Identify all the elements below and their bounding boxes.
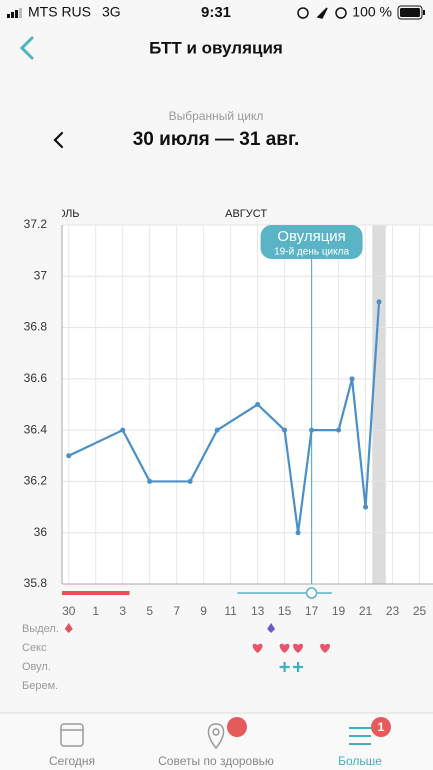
- x-tick-label: 30: [62, 604, 76, 618]
- temperature-point: [214, 427, 220, 433]
- x-tick-label: 5: [146, 604, 153, 618]
- plus-icon: [293, 662, 304, 672]
- cycle-caption: Выбранный цикл: [169, 109, 264, 123]
- tabs: Сегодня Советы по здоровью Больше 1: [49, 717, 391, 768]
- temperature-point: [295, 530, 301, 536]
- y-tick-label: 36: [34, 525, 48, 539]
- tab-label[interactable]: Советы по здоровью: [158, 754, 274, 768]
- prev-cycle[interactable]: [53, 131, 64, 149]
- temperature-point: [309, 427, 315, 433]
- plot-area: [62, 225, 433, 584]
- plus-icon: [279, 662, 290, 672]
- back-button[interactable]: [19, 36, 34, 60]
- temperature-point: [147, 478, 153, 484]
- x-tick-label: 15: [278, 604, 292, 618]
- ovulation-title: Овуляция: [277, 228, 345, 245]
- tips-icon: [207, 723, 225, 750]
- tab-label[interactable]: Сегодня: [49, 754, 95, 768]
- tab-label[interactable]: Больше: [338, 754, 382, 768]
- battery-text: 100 %: [352, 4, 392, 20]
- y-tick-label: 37: [34, 268, 48, 282]
- month-labels: ИЮЛЬ АВГУСТ: [47, 208, 267, 220]
- x-tick-label: 19: [332, 604, 346, 618]
- temperature-point: [66, 453, 72, 459]
- ovulation-badge: [260, 225, 363, 259]
- event-row-label: Берем.: [22, 680, 58, 692]
- heart-icon: [293, 643, 304, 653]
- x-tick-label: 23: [386, 604, 400, 618]
- temperature-point: [376, 299, 382, 305]
- event-row-label: Овул.: [22, 661, 51, 673]
- discharge-icon: [64, 623, 73, 633]
- x-tick-label: 17: [305, 604, 319, 618]
- network: 3G: [102, 4, 121, 20]
- y-tick-label: 36.4: [24, 422, 48, 436]
- calendar-icon: [60, 723, 84, 747]
- ovulation-subtitle: 19-й день цикла: [274, 247, 349, 258]
- status-icons: [297, 7, 347, 19]
- y-tick-label: 36.6: [24, 371, 48, 385]
- battery: [397, 5, 425, 20]
- event-row-label: Выдел.: [22, 623, 59, 635]
- tab-bar: [0, 713, 433, 770]
- temperature-point: [363, 504, 369, 510]
- carrier: MTS RUS: [28, 4, 91, 20]
- menu-icon: [349, 727, 371, 745]
- tips-dot: [227, 717, 247, 737]
- time: 9:31: [201, 4, 231, 21]
- discharge-icon: [267, 623, 276, 633]
- x-tick-label: 7: [173, 604, 180, 618]
- x-tick-label: 25: [413, 604, 427, 618]
- x-tick-label: 11: [224, 604, 237, 618]
- y-tick-label: 36.2: [24, 474, 48, 488]
- heart-icon: [252, 643, 263, 653]
- heart-icon: [279, 643, 290, 653]
- signal: [7, 8, 22, 18]
- tab-badge-count: 1: [378, 720, 385, 734]
- temperature-point: [187, 478, 193, 484]
- x-tick-label: 21: [359, 604, 373, 618]
- cycle-range: 30 июля — 31 авг.: [133, 129, 300, 150]
- y-tick-label: 35.8: [24, 576, 48, 590]
- month-label: ИЮЛЬ: [47, 208, 80, 220]
- temperature-point: [282, 427, 288, 433]
- temperature-point: [120, 427, 126, 433]
- tab-badge: [371, 717, 391, 737]
- y-tick-label: 37.2: [24, 217, 48, 231]
- x-tick-label: 3: [119, 604, 126, 618]
- today-band: [372, 225, 386, 584]
- temperature-point: [255, 402, 261, 407]
- ovulation-marker: [305, 587, 318, 599]
- event-row-label: Секс: [22, 642, 47, 654]
- x-tick-label: 13: [251, 604, 265, 618]
- heart-icon: [320, 643, 331, 653]
- y-tick-label: 36.8: [24, 320, 48, 334]
- page-title: БТТ и овуляция: [149, 38, 283, 57]
- x-tick-label: 1: [92, 604, 99, 618]
- x-tick-label: 9: [200, 604, 207, 618]
- temperature-point: [349, 376, 355, 382]
- month-label: АВГУСТ: [225, 208, 267, 220]
- temperature-point: [336, 427, 342, 433]
